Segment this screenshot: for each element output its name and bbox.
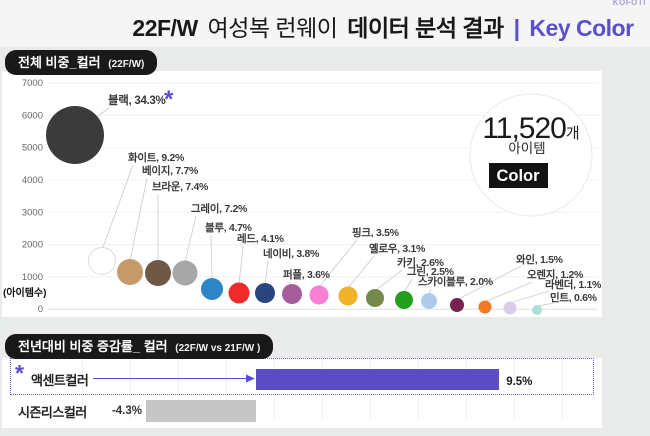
section-header-yoy: 전년대비 비중 증감률_ 컬러 (22F/W vs 21F/W ) — [5, 334, 274, 359]
bar-label-seasonless-color: 시즌리스컬러 — [18, 405, 87, 420]
accent-asterisk-marker: * — [15, 360, 24, 386]
title-separator: | — [513, 15, 520, 41]
title-mid: 여성복 런웨이 — [207, 15, 338, 41]
accent-highlight-box — [10, 358, 594, 395]
total-share-chart-panel — [2, 71, 602, 317]
bar-label-accent-color: 액센트컬러 — [31, 373, 89, 388]
title-band — [0, 0, 650, 47]
section-header-total-share: 전체 비중_컬러 (22F/W) — [5, 50, 158, 75]
yoy-bar-chart-panel: * 액센트컬러 9.5% 시즌리스컬러 -4.3% — [2, 358, 602, 428]
bar-seasonless-color — [145, 400, 256, 422]
bar-value-seasonless-color: -4.3% — [111, 405, 142, 417]
section-header-total-share-label: 전체 비중_컬러 — [18, 55, 101, 70]
section-header-yoy-label: 전년대비 비중 증감률_ 컬러 — [18, 339, 168, 354]
bar-value-accent-color: 9.5% — [506, 376, 533, 388]
section-header-yoy-sub: (22F/W vs 21F/W ) — [175, 343, 261, 354]
title-strong: 데이터 분석 결과 — [347, 15, 504, 41]
title-season: 22F/W — [132, 15, 198, 41]
page-title: 22F/W 여성복 런웨이 데이터 분석 결과 | Key Color — [118, 9, 648, 43]
bar-accent-color — [256, 369, 500, 390]
kofoti-watermark: KOFOTI — [612, 0, 646, 7]
section-header-total-share-sub: (22F/W) — [108, 59, 145, 70]
title-key-color: Key Color — [529, 15, 634, 41]
